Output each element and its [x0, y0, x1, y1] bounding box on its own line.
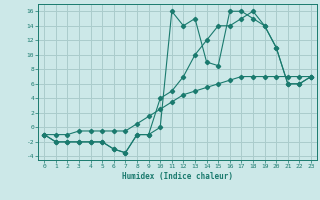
X-axis label: Humidex (Indice chaleur): Humidex (Indice chaleur) — [122, 172, 233, 181]
